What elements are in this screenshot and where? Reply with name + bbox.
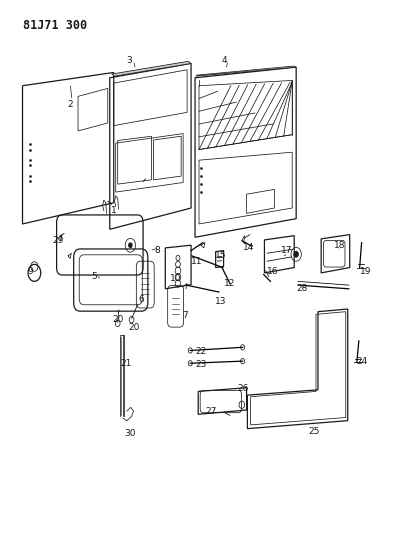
- Text: 20: 20: [128, 323, 139, 332]
- Text: 28: 28: [297, 284, 308, 293]
- Text: 23: 23: [195, 360, 207, 369]
- Text: 22: 22: [195, 347, 207, 356]
- Text: 4: 4: [222, 56, 228, 64]
- Text: 1: 1: [111, 206, 117, 215]
- Text: 14: 14: [243, 244, 254, 253]
- Polygon shape: [196, 66, 296, 76]
- Text: 18: 18: [334, 241, 345, 250]
- Circle shape: [129, 243, 132, 247]
- Text: 10: 10: [170, 273, 181, 282]
- Text: 19: 19: [360, 268, 371, 276]
- Text: 17: 17: [281, 246, 292, 255]
- Text: 7: 7: [182, 311, 188, 320]
- Text: 2: 2: [67, 100, 73, 109]
- Text: 81J71 300: 81J71 300: [23, 19, 87, 33]
- Text: 25: 25: [308, 427, 320, 436]
- Text: 27: 27: [205, 407, 217, 416]
- Text: 26: 26: [237, 384, 248, 393]
- Text: 15: 15: [215, 252, 226, 260]
- Text: 11: 11: [191, 257, 203, 265]
- Circle shape: [294, 252, 298, 257]
- Text: 6: 6: [139, 295, 144, 304]
- Text: 30: 30: [124, 430, 135, 439]
- Text: 29: 29: [53, 237, 64, 246]
- Text: 20: 20: [112, 315, 123, 324]
- Text: 8: 8: [154, 246, 160, 255]
- Text: 16: 16: [267, 268, 278, 276]
- Text: 21: 21: [120, 359, 131, 368]
- Text: 5: 5: [91, 272, 97, 280]
- Text: 3: 3: [127, 56, 133, 64]
- Text: 9: 9: [27, 268, 33, 276]
- Text: 12: 12: [224, 279, 236, 288]
- Text: 24: 24: [356, 357, 367, 366]
- Text: 13: 13: [215, 296, 226, 305]
- Polygon shape: [112, 61, 191, 76]
